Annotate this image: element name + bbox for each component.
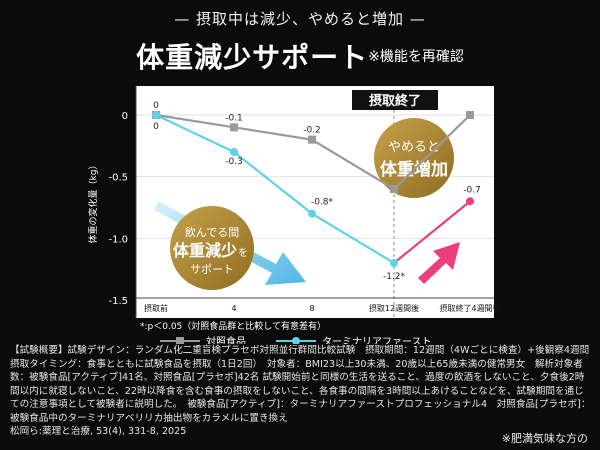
data-point <box>390 259 398 267</box>
headline-note: ※機能を再確認 <box>368 49 464 65</box>
data-label: -0.8* <box>311 198 334 208</box>
stop-label-box <box>352 90 438 110</box>
headline: 体重減少サポート※機能を再確認 <box>0 36 600 76</box>
x-tick-label: 摂取終了4週間後 <box>439 303 500 313</box>
y-axis-label: 体重の変化量（kg） <box>87 161 99 244</box>
data-label: 0 <box>153 101 159 111</box>
legend-marker-control <box>176 337 184 344</box>
stop-badge-line1: やめると <box>388 140 440 155</box>
increase-arrow <box>418 242 460 284</box>
headline-title: 体重減少サポート <box>136 41 369 74</box>
series-line <box>155 114 395 264</box>
data-point <box>230 148 238 156</box>
x-tick-label: 摂取前 <box>144 303 168 313</box>
data-point <box>230 123 238 132</box>
drinking-line2: 体重減少 <box>173 241 237 260</box>
x-tick-label: 4 <box>231 304 236 313</box>
subtitle: — 摂取中は減少、やめると増加 — <box>174 10 426 28</box>
data-label: -1.2* <box>383 272 406 282</box>
data-label: -0.7 <box>463 185 481 195</box>
data-point <box>308 209 316 218</box>
stop-badge <box>374 118 454 198</box>
data-point <box>466 197 474 206</box>
y-tick-label: -1.5 <box>108 296 128 307</box>
y-tick-label: -0.5 <box>108 173 128 184</box>
y-tick-label: -1.0 <box>108 234 128 245</box>
drinking-line1: 飲んでる間 <box>185 225 239 239</box>
stop-label: 摂取終了 <box>369 93 421 109</box>
legend-label-active: ターミナリアファースト <box>322 336 432 344</box>
footnote: ※肥満気味な方の <box>501 432 588 445</box>
data-label: -0.3 <box>225 157 243 167</box>
summary-text: 【試験概要】試験デザイン：ランダム化二重盲検プラセボ対照並行群間比較試験 摂取期… <box>10 345 599 424</box>
significance-note: *:p＜0.05（対照食品群と比較して有意差有） <box>140 320 326 332</box>
data-label: -0.1 <box>225 113 243 123</box>
data-point <box>308 135 316 144</box>
x-tick-label: 8 <box>309 304 314 313</box>
summary-citation: 松岡ら:薬理と治療, 53(4), 331-8, 2025 <box>10 426 187 437</box>
drinking-badge <box>170 206 254 290</box>
data-label: -0.2 <box>303 126 321 136</box>
data-point <box>466 111 474 119</box>
drinking-line3: サポート <box>190 263 234 276</box>
data-label: 0 <box>153 122 159 132</box>
legend-label-control: 対照食品 <box>206 335 246 344</box>
test-summary: 【試験概要】試験デザイン：ランダム化二重盲検プラセボ対照並行群間比較試験 摂取期… <box>10 344 599 439</box>
x-tick-label: 摂取12週間後 <box>369 303 419 313</box>
data-point <box>390 185 398 193</box>
series-line-after-stop <box>393 200 471 264</box>
data-point <box>152 111 160 119</box>
weight-change-chart: 飲んでる間 体重減少 を サポート 摂取終了 やめると 体重増加 0-0.5-1… <box>87 86 501 344</box>
y-tick-label: 0 <box>122 111 128 122</box>
drinking-suffix: を <box>238 247 248 259</box>
legend-marker-active <box>292 337 300 344</box>
